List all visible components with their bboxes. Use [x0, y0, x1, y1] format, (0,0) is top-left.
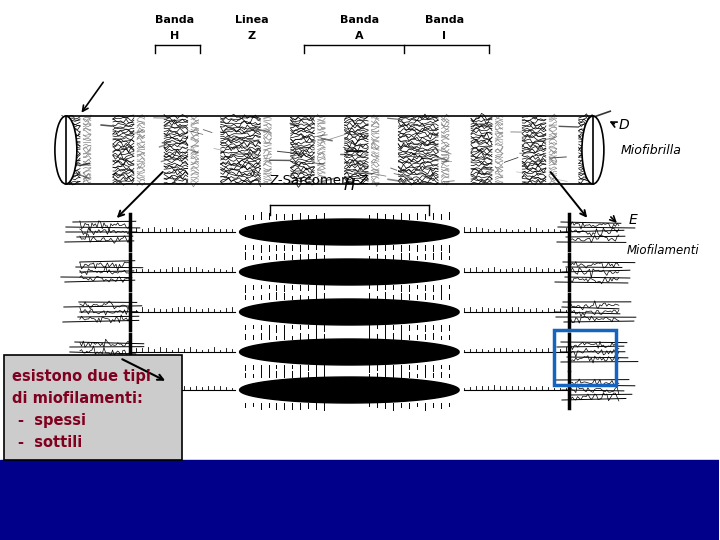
Text: Z: Z — [248, 31, 256, 41]
Ellipse shape — [582, 116, 604, 184]
Text: A: A — [355, 31, 364, 41]
Bar — [554, 330, 616, 385]
Text: esistono due tipi: esistono due tipi — [12, 369, 151, 384]
Text: di miofilamenti:: di miofilamenti: — [12, 391, 143, 406]
Text: Banda: Banda — [340, 15, 379, 25]
Bar — [66, 116, 593, 184]
Text: Z-Sarcomero-Z: Z-Sarcomero-Z — [270, 173, 369, 186]
Bar — [4, 355, 181, 460]
Bar — [55, 116, 604, 184]
Text: -  sottili: - sottili — [18, 435, 82, 450]
Text: -  spessi: - spessi — [18, 413, 86, 428]
Text: Linea: Linea — [235, 15, 269, 25]
Polygon shape — [240, 377, 459, 403]
Bar — [0, 460, 719, 540]
Text: Miofilamenti: Miofilamenti — [627, 244, 699, 256]
Polygon shape — [240, 299, 459, 325]
Polygon shape — [240, 339, 459, 365]
Ellipse shape — [55, 116, 77, 184]
Text: Miofibrilla: Miofibrilla — [621, 144, 682, 157]
Polygon shape — [240, 259, 459, 285]
Polygon shape — [240, 219, 459, 245]
Text: Banda: Banda — [425, 15, 464, 25]
Text: E: E — [629, 213, 638, 227]
Text: Banda: Banda — [155, 15, 194, 25]
Text: H: H — [343, 178, 355, 193]
Text: I: I — [442, 31, 446, 41]
Text: D: D — [619, 118, 629, 132]
Text: H: H — [170, 31, 179, 41]
